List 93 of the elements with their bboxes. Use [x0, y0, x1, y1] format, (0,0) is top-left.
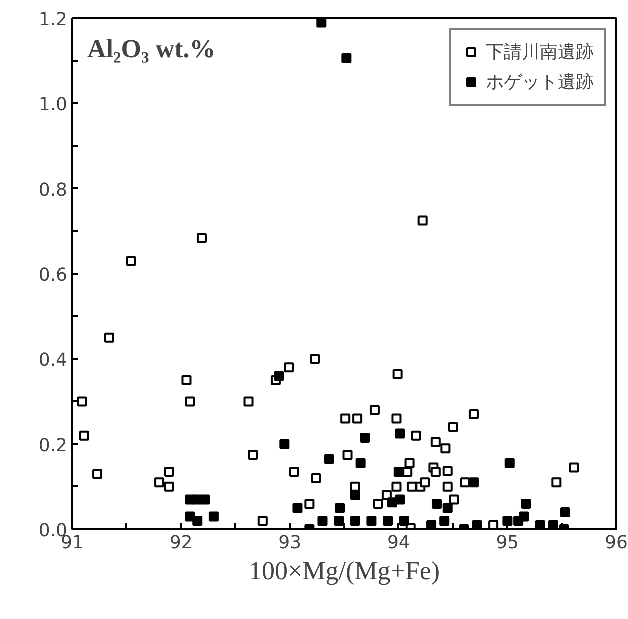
point [274, 371, 284, 382]
point [258, 516, 268, 526]
point [280, 439, 290, 450]
y-tick-label: 0.6 [38, 265, 68, 286]
point [164, 482, 174, 492]
point [392, 482, 402, 492]
legend-label: ホゲット遺跡 [486, 71, 594, 94]
point [394, 467, 404, 478]
point [182, 375, 192, 386]
point [324, 454, 334, 464]
point [468, 478, 479, 488]
point [472, 520, 482, 530]
point [352, 414, 363, 424]
point [350, 516, 360, 526]
point [248, 450, 258, 460]
point [164, 467, 174, 478]
point [77, 396, 88, 407]
point [316, 18, 327, 28]
point [411, 430, 422, 441]
x-tick-label: 94 [387, 532, 410, 554]
point [442, 482, 453, 492]
point [418, 216, 428, 226]
point [449, 494, 460, 505]
point [292, 503, 303, 514]
x-tick-label: 92 [170, 532, 193, 554]
point [560, 507, 570, 518]
point [383, 516, 394, 526]
point [185, 396, 196, 407]
point [342, 54, 352, 64]
point [394, 494, 405, 505]
point [154, 478, 165, 488]
point [392, 414, 402, 424]
point [334, 516, 344, 526]
point [440, 516, 450, 526]
point [200, 494, 210, 505]
point [548, 520, 558, 530]
point [394, 428, 405, 439]
point [311, 473, 322, 484]
point [468, 410, 479, 420]
point [126, 256, 136, 266]
point [440, 444, 451, 454]
x-tick-label: 93 [278, 532, 302, 554]
point [310, 354, 320, 364]
point [284, 362, 294, 373]
x-tick-label: 95 [496, 532, 520, 554]
point [442, 503, 453, 514]
point [196, 233, 207, 244]
point [318, 516, 328, 526]
point [521, 498, 532, 509]
point [244, 396, 254, 407]
y-tick-label: 0.2 [38, 435, 68, 456]
point [430, 467, 441, 478]
y-tick-label: 1.2 [38, 10, 68, 30]
point [504, 458, 515, 468]
point [79, 430, 90, 441]
point [350, 490, 360, 500]
point [208, 512, 219, 522]
point [404, 458, 415, 468]
point [104, 332, 114, 343]
point [340, 414, 351, 424]
y-tick-label: 0.4 [38, 350, 68, 372]
point [502, 516, 513, 526]
point [356, 458, 366, 468]
y-tick-label: 0.8 [38, 180, 68, 201]
annotation: Al₂O₃ wt.% [88, 34, 216, 64]
point [92, 469, 103, 480]
y-tick-label: 1.0 [38, 94, 68, 116]
point [569, 462, 580, 473]
point [432, 498, 442, 509]
point [192, 516, 203, 526]
x-axis-title: 100×Mg/(Mg+Fe) [248, 556, 440, 586]
point [420, 478, 430, 488]
point [430, 437, 441, 448]
point [399, 516, 410, 526]
point [373, 498, 384, 509]
point [370, 405, 380, 416]
point [535, 520, 546, 530]
point [289, 467, 300, 478]
legend-label: 下請川南遺跡 [486, 41, 594, 64]
point [514, 516, 524, 526]
point [304, 498, 315, 509]
point [366, 516, 377, 526]
point [442, 466, 453, 476]
point [552, 478, 562, 488]
point [335, 503, 346, 514]
x-tick-label: 96 [605, 532, 628, 554]
point [382, 490, 392, 500]
point [448, 422, 458, 432]
point [360, 432, 370, 443]
point [342, 450, 353, 460]
point [392, 369, 403, 380]
point [488, 520, 499, 530]
point [426, 520, 437, 530]
